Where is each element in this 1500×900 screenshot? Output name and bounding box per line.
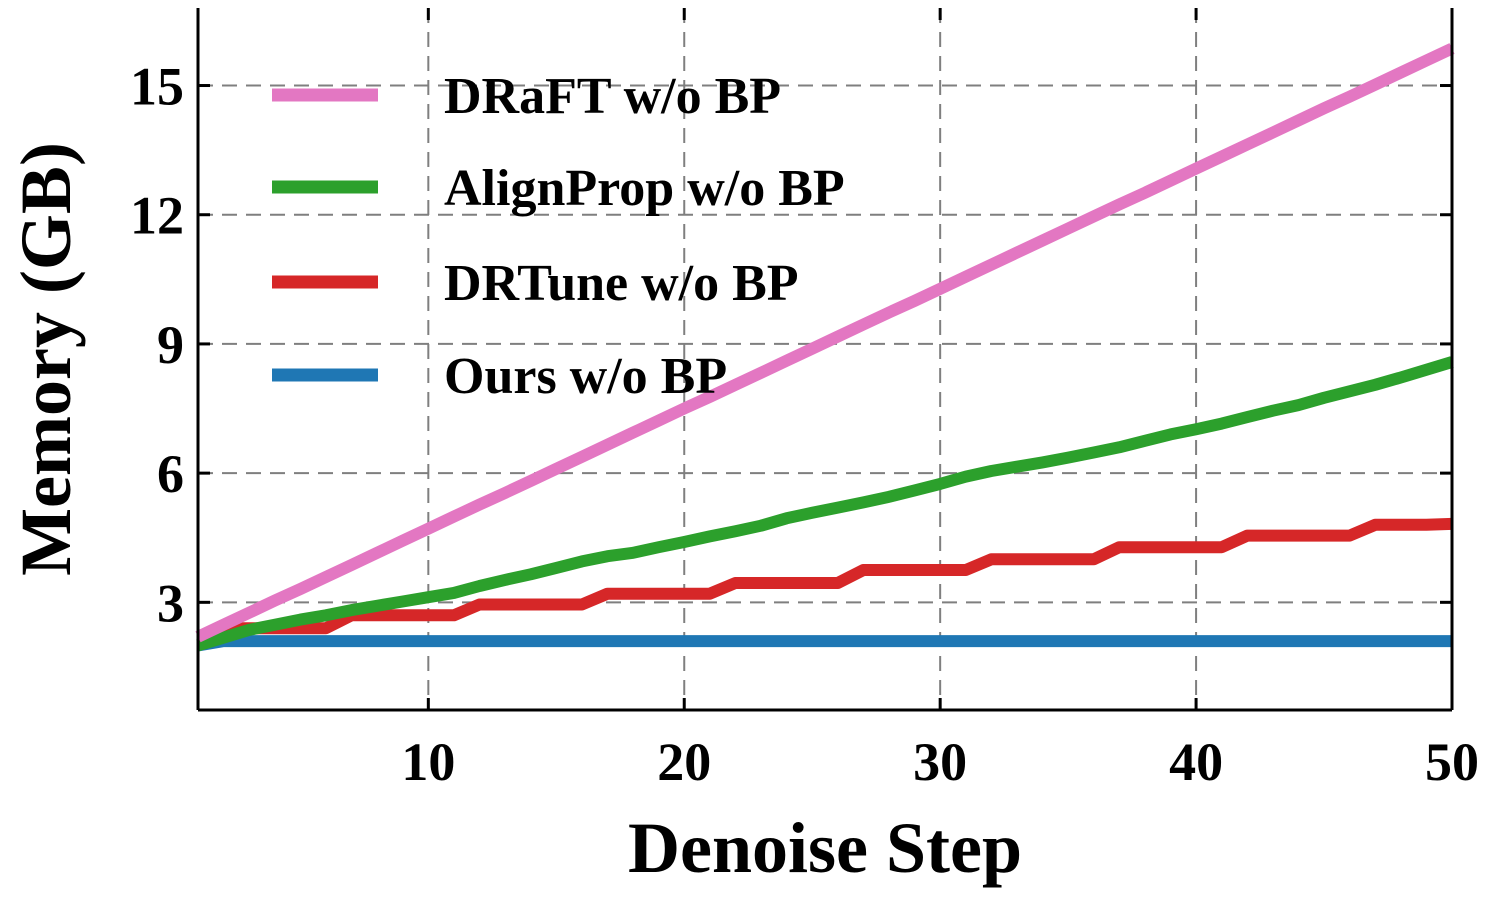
legend: DRaFT w/o BP AlignProp w/o BP DRTune w/o B…	[272, 68, 845, 405]
x-tick-label-10: 10	[401, 732, 455, 792]
y-tick-label-3: 3	[157, 573, 184, 633]
legend-label-alignprop-w-o-bp: AlignProp w/o BP	[444, 160, 845, 217]
tick-labels: 10 20 30 40 50 3 6 9 12 15	[130, 57, 1479, 792]
y-tick-label-15: 15	[130, 57, 184, 117]
series-line-alignprop-w-o-bp	[196, 356, 1454, 652]
y-tick-label-12: 12	[130, 186, 184, 246]
series-line-draft-w-o-bp	[195, 43, 1455, 643]
x-axis-label: Denoise Step	[628, 808, 1022, 888]
legend-label-ours-w-o-bp: Ours w/o BP	[444, 348, 727, 405]
y-axis-label: Memory (GB)	[6, 142, 86, 576]
series-line-drtune-w-o-bp	[196, 517, 1453, 643]
legend-label-draft-w-o-bp: DRaFT w/o BP	[444, 68, 781, 125]
y-tick-label-9: 9	[157, 315, 184, 375]
legend-label-drtune-w-o-bp: DRTune w/o BP	[444, 255, 799, 312]
x-tick-label-50: 50	[1425, 732, 1479, 792]
x-tick-label-30: 30	[913, 732, 967, 792]
x-tick-label-40: 40	[1169, 732, 1223, 792]
series-line-ours-w-o-bp	[197, 635, 1452, 652]
axes	[196, 8, 1454, 712]
y-tick-label-6: 6	[157, 444, 184, 504]
x-tick-label-20: 20	[657, 732, 711, 792]
series-lines	[195, 43, 1455, 652]
